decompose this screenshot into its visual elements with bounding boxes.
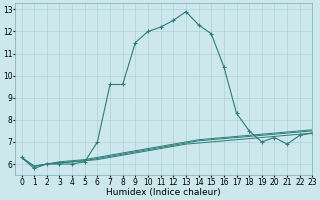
X-axis label: Humidex (Indice chaleur): Humidex (Indice chaleur) xyxy=(107,188,221,197)
